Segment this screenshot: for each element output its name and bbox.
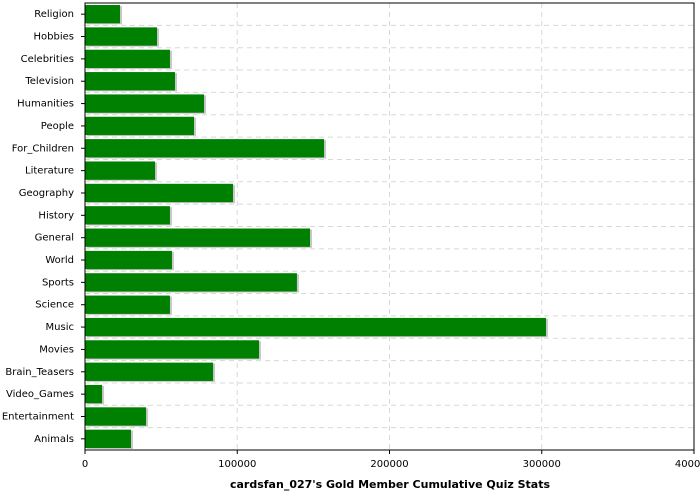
x-tick-label: 100000 xyxy=(218,459,256,470)
bar xyxy=(85,384,103,404)
bar xyxy=(85,429,131,448)
y-tick-label: Hobbies xyxy=(34,32,74,43)
bar xyxy=(85,340,260,359)
y-tick-label: Geography xyxy=(19,188,74,199)
bar xyxy=(85,250,172,270)
y-tick-label: History xyxy=(38,210,74,221)
y-tick-label: Animals xyxy=(34,434,74,445)
y-tick-label: People xyxy=(41,121,74,132)
bar xyxy=(85,183,233,203)
y-tick-label: Religion xyxy=(34,9,74,20)
y-tick-label: Brain_Teasers xyxy=(5,367,74,378)
y-tick-label: World xyxy=(45,255,74,266)
bar xyxy=(85,273,297,292)
chart-title: cardsfan_027's Gold Member Cumulative Qu… xyxy=(230,478,550,491)
x-tick-label: 400000 xyxy=(675,459,700,470)
bar xyxy=(85,5,121,24)
y-tick-label: Science xyxy=(35,300,74,311)
y-tick-label: Celebrities xyxy=(21,54,74,65)
bar xyxy=(85,161,156,180)
bar xyxy=(85,362,214,381)
y-tick-label: General xyxy=(35,233,74,244)
bar xyxy=(85,72,175,91)
bar xyxy=(85,27,158,46)
x-tick-label: 300000 xyxy=(523,459,561,470)
x-tick-label: 0 xyxy=(82,459,88,470)
bar xyxy=(85,94,205,113)
y-tick-label: Literature xyxy=(25,166,74,177)
y-tick-label: Humanities xyxy=(17,99,74,110)
y-tick-label: Entertainment xyxy=(2,411,74,422)
bar xyxy=(85,139,325,158)
y-tick-label: Music xyxy=(46,322,74,333)
bar xyxy=(85,228,311,247)
bar xyxy=(85,317,547,337)
bar xyxy=(85,206,170,225)
plot-frame xyxy=(84,2,695,451)
y-tick-label: Television xyxy=(24,76,74,87)
bar xyxy=(85,116,195,136)
y-tick-label: For_Children xyxy=(12,143,74,154)
bar xyxy=(85,295,170,314)
y-tick-label: Video_Games xyxy=(6,389,74,400)
bar xyxy=(85,49,170,69)
y-tick-label: Sports xyxy=(42,277,74,288)
x-tick-label: 200000 xyxy=(370,459,408,470)
y-tick-label: Movies xyxy=(39,344,74,355)
bar xyxy=(85,407,147,426)
